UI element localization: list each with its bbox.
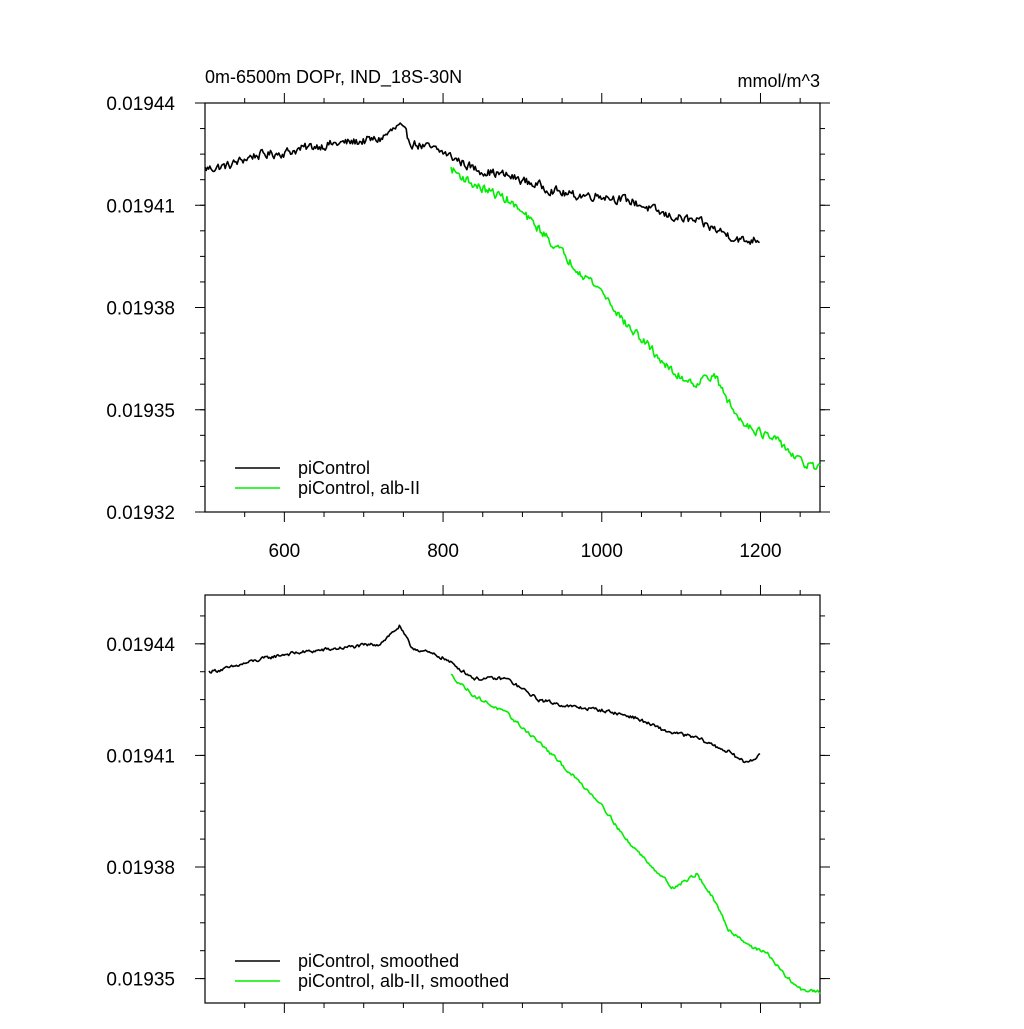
plot-frame [204,102,821,513]
series-line-picontrol-alb-ii [450,166,821,470]
top-panel: 0.01932 0.01935 0.01938 0.01941 0.01944 600 80… [106,67,830,562]
plot-frame [204,594,821,1004]
chart-title: 0m-6500m DOPr, IND_18S-30N [205,67,462,88]
y-tick-label: 0.01941 [106,746,175,767]
y-tick-label: 0.01938 [106,858,175,879]
x-tick-label: 1000 [581,541,623,562]
legend-label: piControl, smoothed [298,951,459,971]
y-tick-label: 0.01932 [106,503,175,524]
y-tick-label: 0.01935 [106,970,175,991]
y-tick-label: 0.01941 [106,196,175,217]
y-tick-label: 0.01935 [106,401,175,422]
legend-label: piControl, alb-II, smoothed [298,971,509,991]
y-tick-label: 0.01944 [106,94,175,115]
bottom-panel: 0.01935 0.01938 0.01941 0.01944 piControl, s… [106,585,830,1013]
legend-label: piControl [298,458,370,478]
x-tick-label: 800 [427,541,459,562]
x-tick-label: 1200 [739,541,781,562]
y-tick-label: 0.01938 [106,299,175,320]
series-line-picontrol [204,122,760,245]
legend-label: piControl, alb-II [298,478,420,498]
x-tick-label: 600 [269,541,301,562]
units-label: mmol/m^3 [738,71,820,91]
series-line-picontrol-alb-ii [450,673,821,995]
y-tick-label: 0.01944 [106,635,175,656]
series-line-picontrol [208,624,761,764]
